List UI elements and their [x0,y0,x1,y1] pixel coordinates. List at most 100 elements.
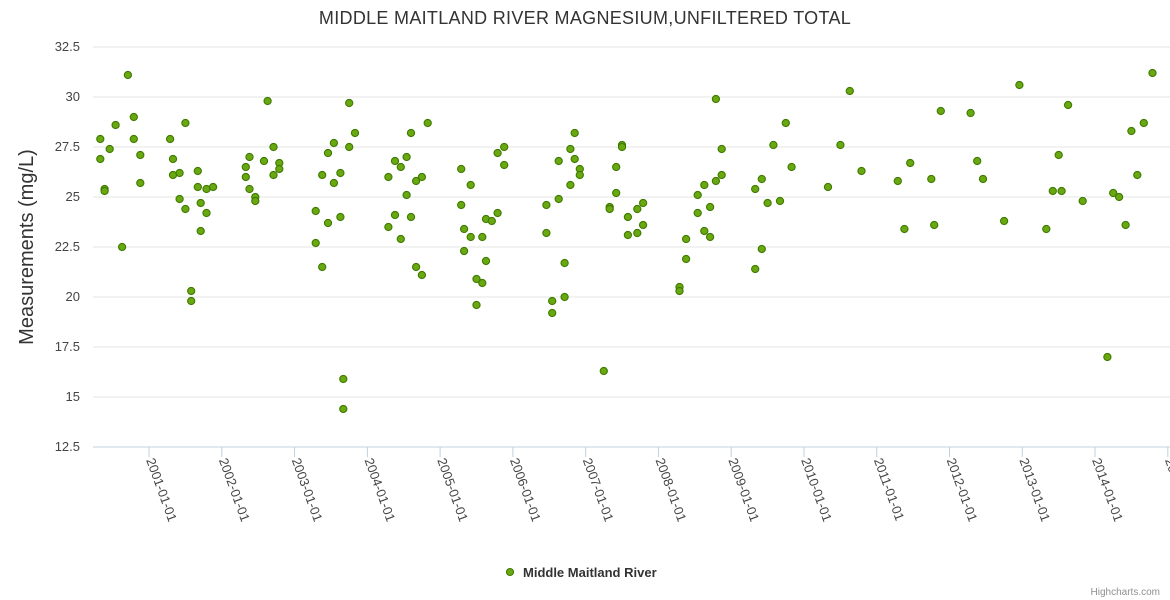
data-point[interactable] [717,144,726,154]
data-point[interactable] [769,140,778,150]
data-point[interactable] [323,148,333,158]
data-point[interactable] [1139,118,1148,128]
data-point[interactable] [423,118,432,128]
data-point[interactable] [251,196,260,206]
data-point[interactable] [241,172,250,182]
data-point[interactable] [751,264,760,274]
data-point[interactable] [542,200,551,210]
data-point[interactable] [196,198,205,208]
data-point[interactable] [129,112,138,122]
data-point[interactable] [675,286,684,296]
data-point[interactable] [245,184,254,194]
data-point[interactable] [259,156,269,166]
data-point[interactable] [1133,170,1142,180]
data-point[interactable] [472,300,481,310]
data-point[interactable] [893,176,902,186]
data-point[interactable] [554,156,563,166]
data-point[interactable] [711,176,721,186]
data-point[interactable] [548,308,557,318]
data-point[interactable] [123,70,133,80]
data-point[interactable] [575,170,584,180]
data-point[interactable] [457,200,466,210]
data-point[interactable] [329,138,339,148]
data-point[interactable] [196,226,205,236]
data-point[interactable] [390,156,400,166]
data-point[interactable] [763,198,772,208]
data-point[interactable] [775,196,785,206]
data-point[interactable] [554,194,563,204]
data-point[interactable] [681,234,691,244]
data-point[interactable] [396,162,405,172]
data-point[interactable] [390,210,400,220]
data-point[interactable] [570,128,579,138]
data-point[interactable] [1015,80,1024,90]
data-point[interactable] [384,222,393,232]
data-point[interactable] [478,278,487,288]
data-point[interactable] [275,164,284,174]
data-point[interactable] [396,234,405,244]
data-point[interactable] [493,208,502,218]
credits-link[interactable]: Highcharts.com [1091,587,1160,598]
data-point[interactable] [339,374,348,384]
data-point[interactable] [269,142,278,152]
data-point[interactable] [693,208,702,218]
data-point[interactable] [857,166,866,176]
data-point[interactable] [1148,68,1157,78]
data-point[interactable] [406,212,416,222]
data-point[interactable] [181,118,190,128]
data-point[interactable] [111,120,120,130]
data-point[interactable] [500,160,509,170]
data-point[interactable] [175,194,184,204]
data-point[interactable] [311,206,320,216]
data-point[interactable] [481,256,491,266]
data-point[interactable] [633,204,642,214]
data-point[interactable] [478,232,487,242]
data-point[interactable] [930,220,939,230]
data-point[interactable] [263,96,272,106]
data-point[interactable] [681,254,691,264]
data-point[interactable] [711,94,721,104]
data-point[interactable] [1121,220,1130,230]
data-point[interactable] [617,142,627,152]
data-point[interactable] [845,86,854,96]
data-point[interactable] [966,108,975,118]
data-point[interactable] [202,208,211,218]
data-point[interactable] [623,230,633,240]
data-point[interactable] [168,154,178,164]
data-point[interactable] [936,106,945,116]
data-point[interactable] [638,198,648,208]
data-point[interactable] [457,164,466,174]
data-point[interactable] [208,182,218,192]
data-point[interactable] [1054,150,1063,160]
data-point[interactable] [269,170,278,180]
data-point[interactable] [187,296,196,306]
data-point[interactable] [705,202,715,212]
data-point[interactable] [466,180,475,190]
data-point[interactable] [487,216,496,226]
data-point[interactable] [329,178,339,188]
data-point[interactable] [117,242,127,252]
data-point[interactable] [339,404,348,414]
data-point[interactable] [1063,100,1073,110]
data-point[interactable] [973,156,982,166]
data-point[interactable] [411,262,421,272]
data-point[interactable] [560,292,569,302]
data-point[interactable] [345,142,354,152]
data-point[interactable] [245,152,254,162]
data-point[interactable] [165,134,175,144]
data-point[interactable] [472,274,481,284]
data-point[interactable] [406,128,416,138]
data-point[interactable] [751,184,760,194]
data-point[interactable] [466,232,475,242]
data-point[interactable] [566,144,575,154]
data-point[interactable] [1057,186,1066,196]
data-point[interactable] [96,134,105,144]
data-point[interactable] [105,144,114,154]
data-point[interactable] [757,244,766,254]
data-point[interactable] [1114,192,1124,202]
legend[interactable]: Middle Maitland River [505,565,657,580]
data-point[interactable] [999,216,1009,226]
data-point[interactable] [700,180,709,190]
data-point[interactable] [493,148,502,158]
data-point[interactable] [175,168,184,178]
